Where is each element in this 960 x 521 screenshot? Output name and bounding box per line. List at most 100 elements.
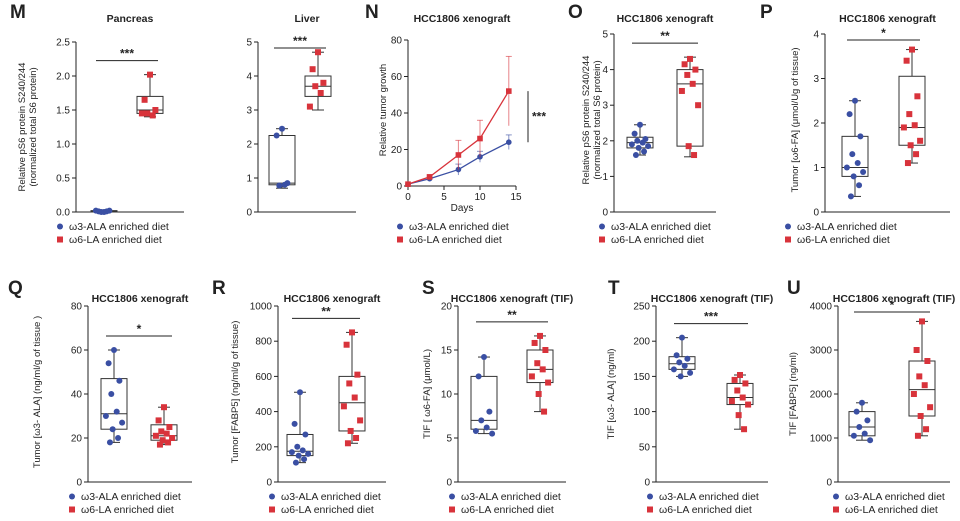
- legend-label-red: ω6-LA enriched diet: [659, 504, 752, 516]
- data-point: [631, 130, 638, 137]
- legend-label-red: ω6-LA enriched diet: [81, 504, 174, 516]
- data-point: [635, 144, 642, 151]
- data-point: [103, 208, 110, 215]
- group-blue: [626, 121, 654, 159]
- legend-marker-red: [449, 506, 455, 513]
- y-tick-label: 800: [255, 337, 272, 348]
- y-tick-label: 0: [396, 182, 402, 193]
- data-point: [907, 142, 914, 149]
- data-point: [147, 71, 153, 78]
- series-red: [405, 55, 512, 187]
- data-point: [735, 412, 742, 419]
- data-point: [105, 360, 112, 367]
- y-tick-label: 2.0: [56, 72, 70, 83]
- data-point: [317, 90, 324, 96]
- data-point: [346, 380, 353, 387]
- y-tick-label: 0: [266, 478, 272, 489]
- panel-Q: 0 20 40 60 80 HCC1806 xenograft Q Tumor [ω3- AL…: [8, 278, 192, 516]
- panel-letter: O: [568, 2, 583, 23]
- y-tick-label: 4: [602, 65, 608, 76]
- data-point: [155, 417, 162, 424]
- chart-title: Pancreas: [107, 13, 154, 25]
- group-blue: [841, 97, 869, 200]
- data-point: [639, 139, 646, 146]
- data-point: [916, 373, 923, 380]
- data-point: [731, 376, 738, 383]
- data-point: [537, 332, 543, 339]
- data-point: [535, 391, 542, 397]
- data-point: [149, 112, 156, 119]
- y-tick-label: 5: [246, 38, 252, 49]
- y-tick-label: 1: [602, 172, 608, 183]
- legend-label-blue: ω3-ALA enriched diet: [845, 491, 945, 503]
- legend-label-blue: ω3-ALA enriched diet: [797, 221, 897, 233]
- y-tick-label: 3: [813, 74, 819, 85]
- y-tick-label: 50: [639, 442, 651, 453]
- y-axis-label: Relative pS6 protein S240/244(normalized…: [17, 63, 39, 192]
- y-tick-label: 400: [255, 407, 272, 418]
- y-tick-label: 0: [446, 478, 452, 489]
- y-tick-label: 60: [391, 72, 403, 83]
- legend-marker-blue: [599, 223, 605, 230]
- chart-title: HCC1806 xenograft: [92, 293, 189, 305]
- data-point: [294, 443, 301, 450]
- panel-P: 0 1 2 3 4 HCC1806 xenograft P Tumor [ω6-FA] (μm…: [760, 2, 950, 246]
- y-axis-label: Tumor [ω6-FA] (μmol/Ug of tissue): [790, 47, 801, 192]
- panel-M2: 0 1 2 3 4 5 Liver ***: [246, 13, 356, 219]
- data-point: [309, 66, 316, 73]
- y-axis-label: TIF [ω3- ALA] (ng/ml): [606, 349, 617, 440]
- y-tick-label: 2: [246, 140, 252, 151]
- data-point: [152, 432, 159, 439]
- group-blue: [100, 347, 128, 446]
- legend-marker-red: [785, 236, 791, 243]
- y-tick-label: 60: [71, 346, 83, 357]
- x-tick-label: 15: [510, 192, 522, 203]
- data-point: [900, 124, 907, 131]
- y-tick-label: 40: [391, 109, 403, 120]
- y-tick-label: 10: [441, 390, 453, 401]
- y-tick-label: 2000: [810, 390, 833, 401]
- significance-stars: ***: [293, 34, 307, 48]
- data-point: [305, 450, 312, 457]
- data-point: [859, 399, 865, 406]
- group-blue: [90, 207, 118, 215]
- legend-label-red: ω6-LA enriched diet: [611, 234, 704, 246]
- data-point: [670, 366, 677, 373]
- group-blue: [286, 389, 314, 466]
- data-point: [913, 347, 920, 353]
- significance-stars: ***: [120, 47, 134, 61]
- y-tick-label: 100: [633, 407, 650, 418]
- data-point: [483, 424, 490, 431]
- box-iqr: [726, 382, 754, 406]
- panel-M1: 0.0 0.5 1.0 1.5 2.0 2.5 Pancreas M Relative pS6 …: [10, 2, 184, 246]
- y-axis-label-line: (normalized total S6 protein): [28, 67, 39, 186]
- data-point: [116, 377, 123, 384]
- panel-O: 0 1 2 3 4 5 HCC1806 xenograft O Relative pS6 pro…: [568, 2, 716, 246]
- data-point: [109, 426, 116, 433]
- data-point: [353, 435, 360, 441]
- y-tick-label: 20: [71, 434, 83, 445]
- data-point: [405, 181, 411, 187]
- chart-title: Liver: [294, 13, 319, 25]
- y-tick-label: 150: [633, 372, 650, 383]
- data-point: [281, 181, 288, 188]
- data-point: [692, 66, 699, 73]
- data-point: [273, 132, 280, 139]
- y-tick-label: 250: [633, 302, 650, 313]
- data-point: [115, 435, 122, 441]
- y-axis-label-line: Tumor [ω3- ALA] (ng/ml/g of tissue ): [32, 316, 43, 468]
- data-point: [850, 173, 857, 180]
- y-tick-label: 15: [441, 346, 453, 357]
- data-point: [343, 341, 350, 348]
- significance-stars: **: [660, 29, 670, 43]
- data-point: [913, 151, 920, 158]
- chart-title: HCC1806 xenograft (TIF): [451, 293, 574, 305]
- data-point: [489, 430, 496, 437]
- data-point: [279, 125, 285, 132]
- x-tick-label: 10: [474, 192, 486, 203]
- data-point: [927, 404, 934, 411]
- legend-marker-red: [397, 236, 403, 243]
- data-point: [911, 122, 918, 129]
- data-point: [302, 431, 309, 438]
